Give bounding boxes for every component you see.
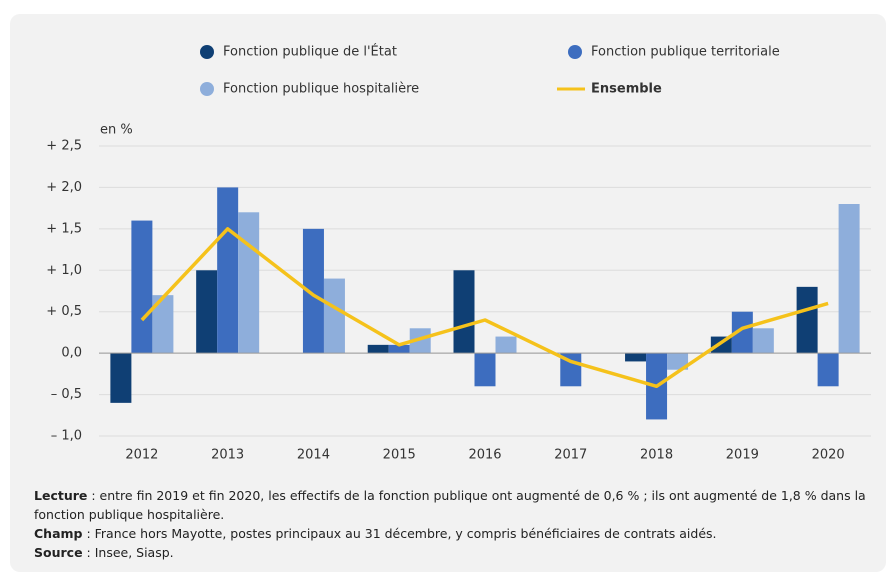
legend-marker xyxy=(200,82,214,96)
note: Champ : France hors Mayotte, postes prin… xyxy=(34,524,884,543)
bar xyxy=(238,212,260,354)
x-tick-label: 2017 xyxy=(554,448,587,463)
bar xyxy=(302,228,324,354)
x-tick-label: 2019 xyxy=(726,448,759,463)
y-tick-label: + 2,5 xyxy=(46,139,82,154)
x-tick-label: 2014 xyxy=(297,448,330,463)
bar xyxy=(131,220,153,354)
bar xyxy=(110,353,132,403)
y-tick-label: + 1,5 xyxy=(46,221,82,236)
y-tick-label: 0,0 xyxy=(61,346,82,361)
legend-marker xyxy=(200,45,214,59)
y-tick-label: – 0,5 xyxy=(51,387,82,402)
y-tick-label: + 2,0 xyxy=(46,180,82,195)
bar xyxy=(752,328,774,354)
legend-label: Ensemble xyxy=(591,82,662,97)
bar xyxy=(323,278,345,354)
x-tick-label: 2020 xyxy=(812,448,845,463)
bar xyxy=(796,286,818,354)
bar xyxy=(474,353,496,387)
note-text: : entre fin 2019 et fin 2020, les effect… xyxy=(34,488,866,522)
x-tick-label: 2012 xyxy=(125,448,158,463)
y-tick-label: + 1,0 xyxy=(46,263,82,278)
x-tick-label: 2013 xyxy=(211,448,244,463)
legend-label: Fonction publique territoriale xyxy=(591,45,780,60)
bar xyxy=(196,270,218,354)
bar xyxy=(409,328,431,354)
y-axis-label: en % xyxy=(100,123,133,138)
bar xyxy=(667,353,689,370)
line xyxy=(140,227,829,389)
bar xyxy=(388,344,410,354)
legend-label: Fonction publique de l'État xyxy=(223,44,397,60)
note-text: : France hors Mayotte, postes principaux… xyxy=(82,526,717,541)
bar xyxy=(217,187,239,354)
note-label: Champ xyxy=(34,526,83,541)
bar xyxy=(453,270,475,354)
panel xyxy=(10,14,886,572)
note-text: : Insee, Siasp. xyxy=(82,545,174,560)
note: Lecture : entre fin 2019 et fin 2020, le… xyxy=(34,486,884,524)
y-tick-label: + 0,5 xyxy=(46,304,82,319)
bar xyxy=(838,204,860,354)
x-tick-label: 2016 xyxy=(468,448,501,463)
bar xyxy=(817,353,839,387)
note-label: Source xyxy=(34,545,83,560)
bar xyxy=(625,353,647,362)
notes: Lecture : entre fin 2019 et fin 2020, le… xyxy=(34,486,884,562)
bar xyxy=(495,336,517,354)
chart: en % – 1,0 – 0,5 0,0 + 0,5 + 1,0 + 1,5 + 2,0 + … xyxy=(46,44,871,463)
bar xyxy=(152,295,174,354)
note-label: Lecture xyxy=(34,488,88,503)
legend-label: Fonction publique hospitalière xyxy=(223,82,419,97)
x-tick-label: 2015 xyxy=(383,448,416,463)
bar xyxy=(367,344,389,354)
x-tick-label: 2018 xyxy=(640,448,673,463)
y-tick-label: – 1,0 xyxy=(51,429,82,444)
legend-marker xyxy=(568,45,582,59)
bar xyxy=(731,311,753,354)
note: Source : Insee, Siasp. xyxy=(34,543,884,562)
